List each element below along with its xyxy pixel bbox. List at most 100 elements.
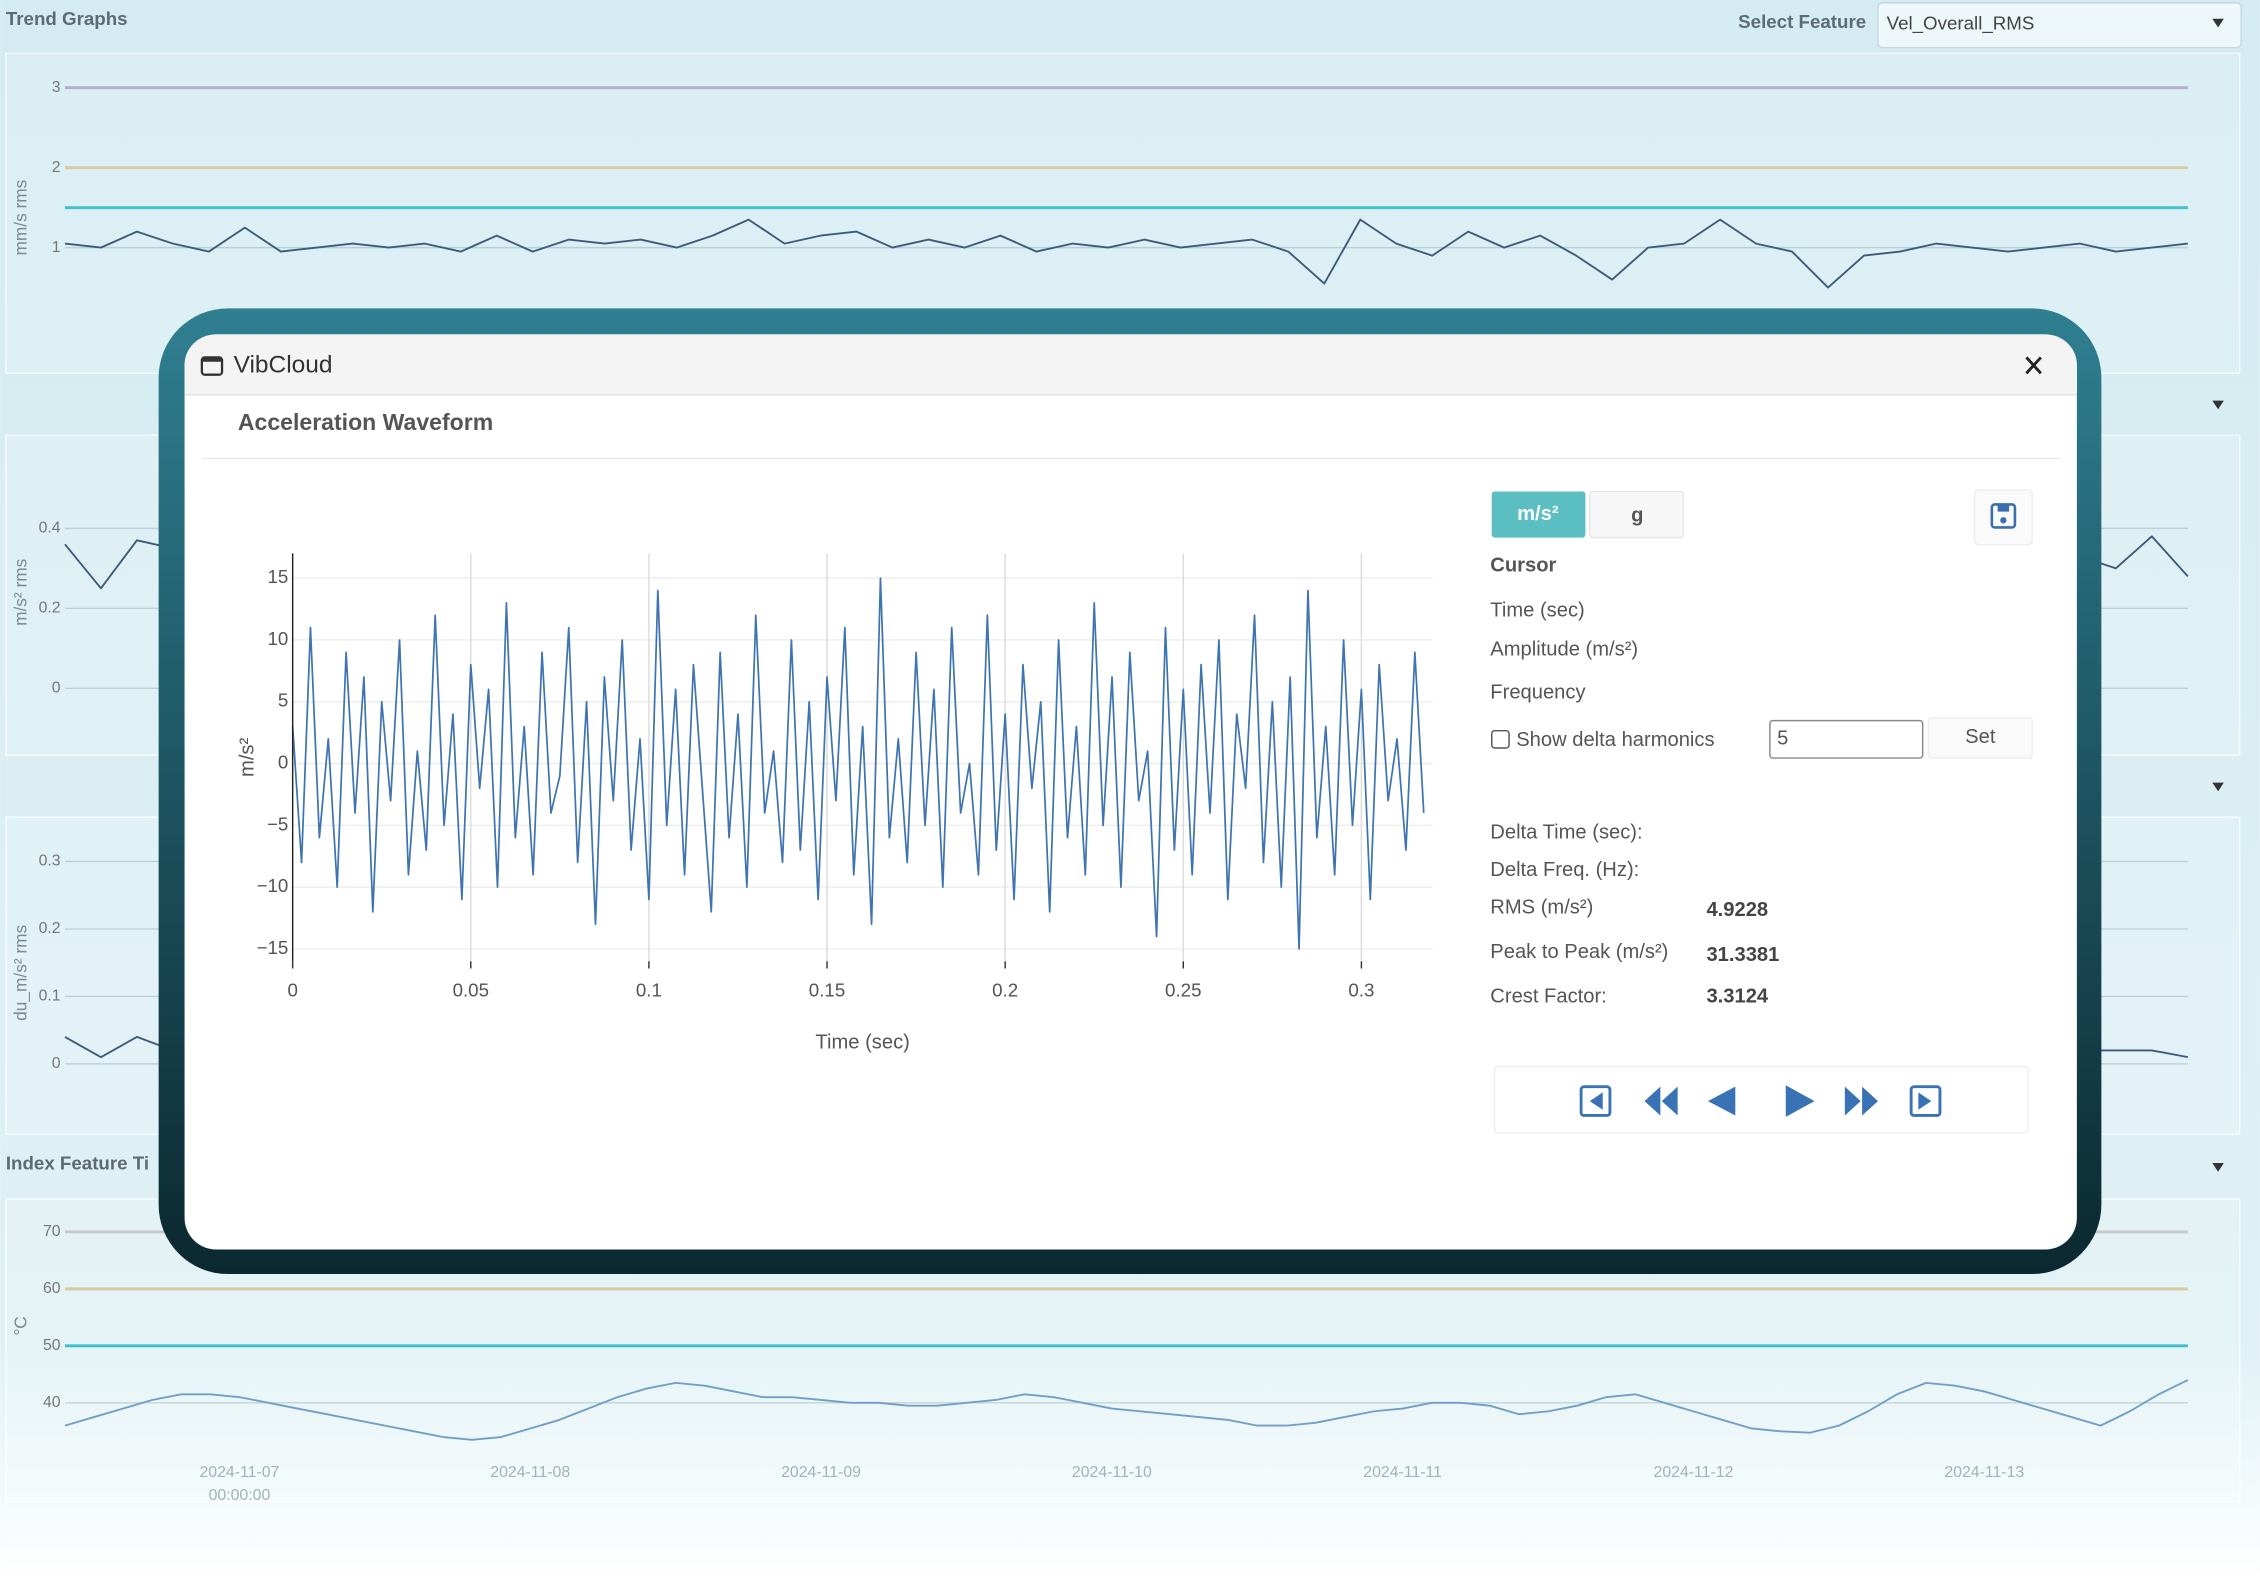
- y-tick-label: 0.2: [39, 920, 61, 937]
- y-axis-label: m/s² rms: [10, 558, 30, 626]
- harmonics-input[interactable]: [1769, 719, 1924, 759]
- x-tick-label: 2024-11-12: [1654, 1464, 1734, 1481]
- back-button[interactable]: [1707, 1086, 1736, 1116]
- x-tick-label: 0.1: [636, 980, 662, 1001]
- unit-label[interactable]: m/s²: [1517, 503, 1559, 525]
- checkbox[interactable]: [1491, 729, 1510, 749]
- x-tick-label: 2024-11-10: [1072, 1464, 1152, 1481]
- stat-label: Delta Time (sec):: [1490, 821, 1642, 843]
- y-tick-label: 0: [52, 1055, 61, 1072]
- y-tick-label: 15: [268, 566, 289, 587]
- player-bar: [1493, 1065, 2029, 1134]
- y-axis-label: du_m/s² rms: [10, 924, 30, 1020]
- y-tick-label: 0.1: [39, 988, 61, 1005]
- select-box[interactable]: [1877, 2, 2242, 49]
- series-line: [64, 218, 2188, 289]
- stat-label: RMS (m/s²): [1490, 896, 1593, 918]
- y-tick-label: 0.4: [39, 520, 61, 537]
- page-title: Trend Graphs: [6, 8, 128, 29]
- dropdown-arrow[interactable]: [2212, 1163, 2224, 1172]
- unit-button[interactable]: [1589, 490, 1685, 539]
- unit-button-active[interactable]: [1491, 491, 1586, 538]
- stat-value: 3.3124: [1706, 986, 1768, 1008]
- y-axis-label: °C: [10, 1316, 30, 1335]
- modal-body: [184, 334, 2077, 1250]
- stat-label: Delta Freq. (Hz):: [1490, 859, 1639, 881]
- save-icon[interactable]: [2000, 517, 2007, 524]
- y-tick-label: 0.3: [39, 853, 61, 870]
- x-tick-label: 0.05: [453, 980, 489, 1001]
- y-tick-label: 50: [43, 1337, 61, 1354]
- modal-title: Acceleration Waveform: [238, 409, 493, 435]
- first-button[interactable]: [1579, 1085, 1612, 1117]
- x-tick-sublabel: 00:00:00: [209, 1487, 271, 1504]
- unit-label[interactable]: g: [1631, 504, 1643, 526]
- checkbox-label[interactable]: Show delta harmonics: [1516, 729, 1714, 751]
- x-tick-label: 0: [287, 980, 297, 1001]
- forward-button[interactable]: [1862, 1086, 1878, 1116]
- field-label: Time (sec): [1490, 599, 1584, 621]
- x-tick-label: 2024-11-13: [1944, 1464, 2024, 1481]
- window-icon: [201, 357, 223, 362]
- cursor-heading: Cursor: [1490, 555, 1556, 577]
- stat-label: Crest Factor:: [1490, 986, 1606, 1008]
- field-label: Amplitude (m/s²): [1490, 638, 1638, 660]
- series-line: [64, 1379, 2189, 1441]
- forward-button[interactable]: [1844, 1086, 1861, 1116]
- harmonics-value[interactable]: 5: [1777, 728, 1788, 750]
- y-tick-label: 0: [52, 680, 61, 697]
- select-label: Select Feature: [1738, 11, 1866, 32]
- stat-value: 31.3381: [1706, 944, 1779, 966]
- y-tick-label: 0: [278, 751, 288, 772]
- y-tick-label: −15: [257, 937, 289, 958]
- set-button[interactable]: [1927, 716, 2033, 759]
- y-tick-label: 40: [43, 1394, 61, 1411]
- player-controls: [1579, 1085, 1942, 1117]
- modal: VibCloud Acceleration Waveform m/s² −15 −1…: [158, 308, 2102, 1275]
- y-tick-label: −10: [257, 875, 289, 896]
- last-button[interactable]: [1918, 1092, 1932, 1110]
- y-tick-label: 5: [278, 690, 288, 711]
- x-tick-label: 0.3: [1348, 980, 1374, 1001]
- y-tick-label: 10: [268, 628, 289, 649]
- y-tick-label: −5: [267, 813, 288, 834]
- close-button[interactable]: [2025, 356, 2042, 375]
- y-axis-label: m/s²: [236, 737, 258, 776]
- y-tick-label: 3: [52, 79, 61, 96]
- y-tick-label: 60: [43, 1280, 61, 1297]
- y-axis-label: mm/s rms: [10, 179, 30, 255]
- first-button[interactable]: [1589, 1092, 1603, 1110]
- save-icon[interactable]: [1997, 504, 2010, 512]
- y-tick-label: 0.2: [39, 600, 61, 617]
- series-line: [291, 577, 1425, 950]
- x-tick-label: 2024-11-07: [199, 1464, 279, 1481]
- x-tick-label: 2024-11-08: [490, 1464, 570, 1481]
- rewind-button[interactable]: [1661, 1086, 1678, 1116]
- x-tick-label: 0.2: [992, 980, 1018, 1001]
- modal-header: [184, 363, 2077, 395]
- chart-title: Index Feature Ti: [6, 1152, 149, 1173]
- last-button[interactable]: [1909, 1085, 1942, 1117]
- x-tick-label: 2024-11-09: [781, 1464, 861, 1481]
- dropdown-arrow[interactable]: [2212, 782, 2224, 792]
- rewind-button[interactable]: [1644, 1086, 1661, 1116]
- y-tick-label: 2: [52, 159, 61, 176]
- waveform-chart: m/s² −15 −10 −5 0 5 10 15 0 0.05 0.1 0.15 0.2 0.25 0.3…: [236, 553, 1433, 1054]
- close-icon[interactable]: [2025, 356, 2042, 375]
- stat-label: Peak to Peak (m/s²): [1490, 941, 1668, 963]
- play-button[interactable]: [1785, 1085, 1815, 1117]
- y-tick-label: 70: [43, 1223, 61, 1240]
- x-axis-label: Time (sec): [815, 1032, 909, 1054]
- field-label: Frequency: [1490, 682, 1586, 704]
- x-tick-label: 0.25: [1165, 980, 1201, 1001]
- dropdown-arrow[interactable]: [2212, 400, 2224, 410]
- x-tick-label: 0.15: [809, 980, 845, 1001]
- set-label[interactable]: Set: [1965, 726, 1996, 748]
- dropdown-arrow[interactable]: [2212, 18, 2224, 28]
- x-tick-label: 2024-11-11: [1363, 1464, 1442, 1481]
- select-value[interactable]: Vel_Overall_RMS: [1887, 12, 2035, 34]
- app-name: VibCloud: [234, 352, 333, 379]
- save-button[interactable]: [1973, 489, 2033, 546]
